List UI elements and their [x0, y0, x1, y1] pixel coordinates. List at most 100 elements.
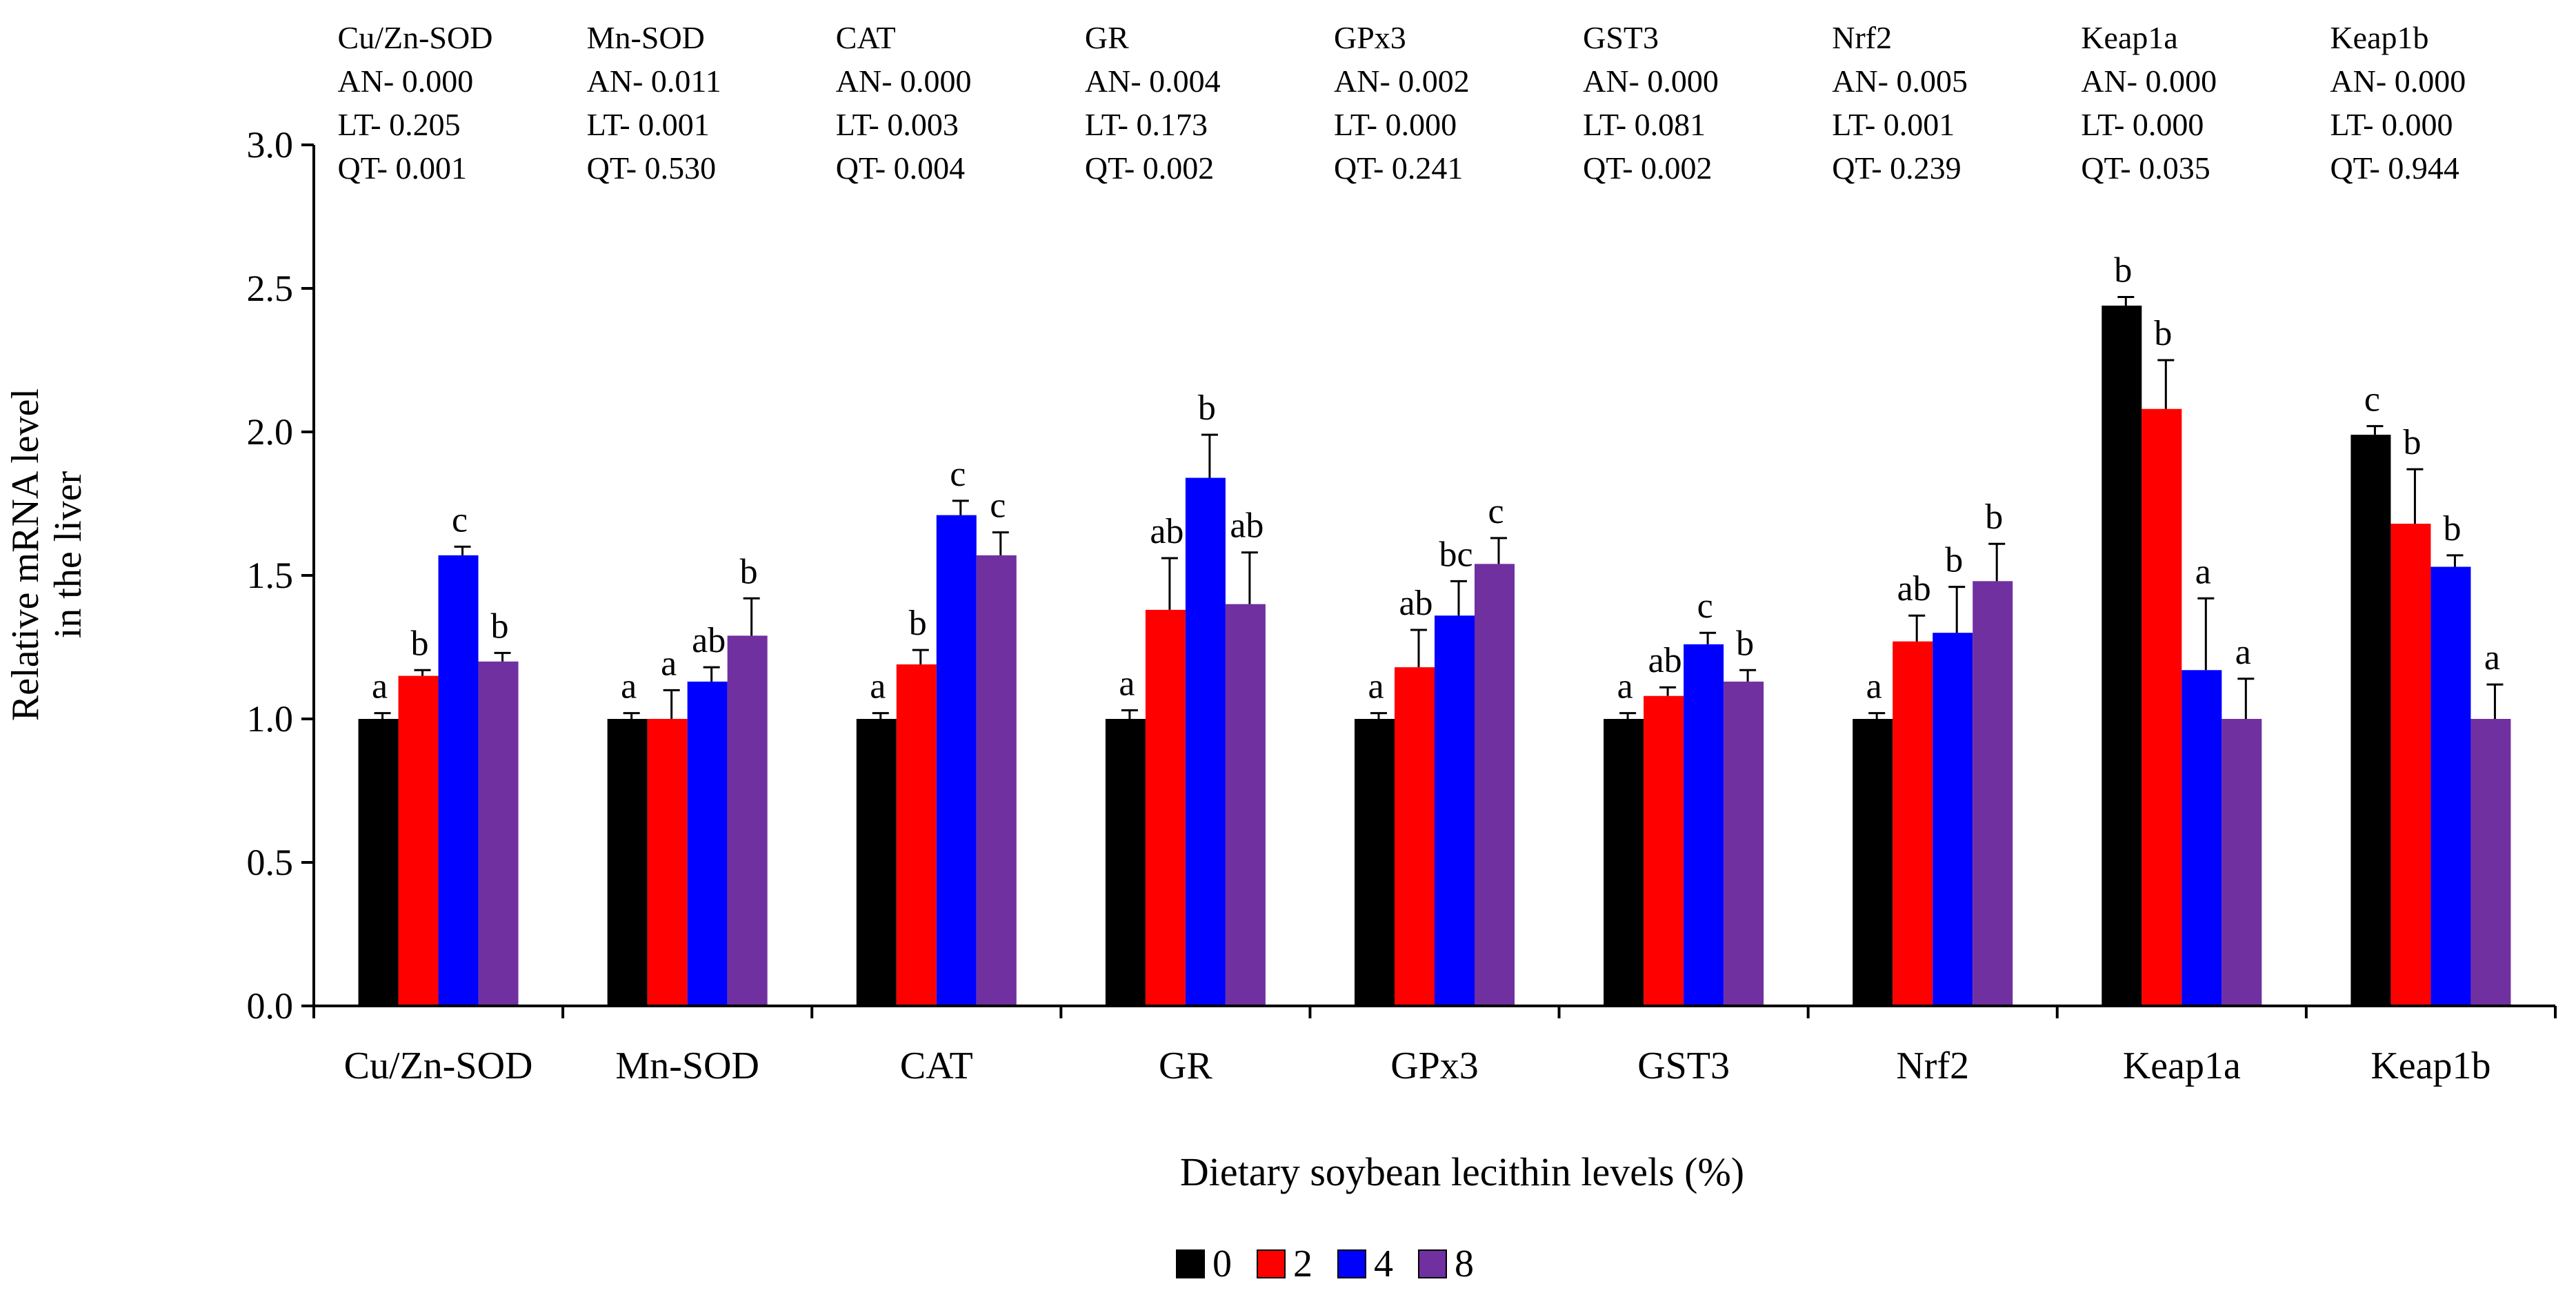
annotation-line: AN- 0.004 — [1085, 63, 1221, 99]
bar — [1853, 719, 1893, 1006]
bar — [976, 555, 1017, 1006]
bar — [1395, 667, 1435, 1006]
legend-swatch — [1176, 1249, 1205, 1278]
significance-letter: b — [1985, 497, 2003, 537]
bar — [1105, 719, 1146, 1006]
bar — [2101, 305, 2142, 1007]
x-tick-label: Keap1b — [2370, 1045, 2490, 1087]
bars: abcbaaabbabccaabbabaabbccaabcbaabbbbbaac… — [358, 250, 2511, 1007]
statistics-annotations: Cu/Zn-SOD AN- 0.000 LT- 0.205 QT- 0.001 Mn-S… — [338, 20, 2466, 186]
annotation-line: QT- 0.241 — [1334, 150, 1463, 186]
significance-letter: b — [2403, 423, 2421, 462]
legend-label: 4 — [1374, 1243, 1393, 1285]
annotation-line: Keap1b — [2330, 20, 2428, 55]
annotation-line: LT- 0.003 — [836, 107, 959, 142]
x-tick-label: Mn-SOD — [615, 1045, 759, 1087]
annotation-line: LT- 0.001 — [1832, 107, 1955, 142]
significance-letter: b — [740, 552, 758, 591]
bar — [1933, 633, 1973, 1006]
y-axis-label: Relative mRNA level — [4, 388, 47, 721]
annotation-line: Cu/Zn-SOD — [338, 20, 493, 55]
annotation-line: GR — [1085, 20, 1129, 55]
significance-letter: b — [411, 624, 429, 663]
annotation-line: LT- 0.000 — [1334, 107, 1457, 142]
annotation-line: QT- 0.004 — [836, 150, 965, 186]
significance-letter: b — [2154, 314, 2172, 353]
significance-letter: b — [909, 604, 927, 643]
significance-letter: bc — [1439, 535, 1472, 574]
annotation-line: AN- 0.000 — [2081, 63, 2217, 99]
significance-letter: ab — [1897, 569, 1931, 609]
annotation-line: Keap1a — [2081, 20, 2177, 55]
y-tick-label: 0.5 — [247, 842, 294, 883]
bar — [1435, 615, 1475, 1006]
annotation-line: AN- 0.000 — [2330, 63, 2466, 99]
bar — [438, 555, 479, 1006]
bar — [1644, 695, 1684, 1006]
bar — [687, 681, 728, 1006]
significance-letter: a — [661, 644, 677, 683]
significance-letter: a — [1119, 664, 1135, 704]
annotation-line: LT- 0.000 — [2330, 107, 2453, 142]
annotation-line: AN- 0.002 — [1334, 63, 1470, 99]
annotation-line: LT- 0.000 — [2081, 107, 2204, 142]
bar — [1475, 564, 1515, 1006]
annotation-line: CAT — [836, 20, 896, 55]
significance-letter: b — [1736, 624, 1754, 663]
legend: 0 2 4 8 — [1176, 1243, 1474, 1285]
significance-letter: ab — [1648, 641, 1682, 680]
significance-letter: a — [1617, 667, 1633, 706]
annotation-line: Mn-SOD — [587, 20, 705, 55]
significance-letter: a — [2195, 552, 2211, 591]
significance-letter: a — [1368, 667, 1384, 706]
annotation-line: AN- 0.000 — [1583, 63, 1719, 99]
legend-label: 8 — [1455, 1243, 1474, 1285]
bar — [856, 719, 897, 1006]
bar — [2141, 408, 2182, 1006]
significance-letter: a — [1866, 667, 1882, 706]
annotation-line: GPx3 — [1334, 20, 1406, 55]
bar — [1604, 719, 1644, 1006]
annotation-line: AN- 0.005 — [1832, 63, 1968, 99]
bar — [2350, 435, 2391, 1006]
y-tick-label: 1.0 — [247, 698, 294, 740]
x-tick-label: GR — [1159, 1045, 1212, 1087]
significance-letter: ab — [1230, 506, 1264, 546]
significance-letter: a — [870, 667, 886, 706]
bar — [1684, 644, 1724, 1006]
x-axis-label: Dietary soybean lecithin levels (%) — [1180, 1149, 1744, 1194]
significance-letter: b — [2443, 509, 2461, 548]
x-tick-label: GPx3 — [1390, 1045, 1479, 1087]
annotation-line: GST3 — [1583, 20, 1659, 55]
bar — [2390, 524, 2431, 1006]
significance-letter: ab — [692, 621, 726, 660]
annotation-line: Nrf2 — [1832, 20, 1892, 55]
bar — [478, 661, 519, 1006]
bar — [1355, 719, 1395, 1006]
significance-letter: b — [2114, 250, 2132, 290]
annotation-line: AN- 0.000 — [338, 63, 474, 99]
annotation-line: AN- 0.011 — [587, 63, 721, 99]
significance-letter: ab — [1399, 584, 1432, 623]
annotation-line: QT- 0.530 — [587, 150, 716, 186]
bar — [1724, 681, 1764, 1006]
y-tick-label: 1.5 — [247, 555, 294, 596]
bar — [2221, 719, 2262, 1006]
bar — [1893, 641, 1933, 1006]
annotation-line: QT- 0.239 — [1832, 150, 1961, 186]
significance-letter: c — [1488, 492, 1504, 531]
x-tick-label: Cu/Zn-SOD — [344, 1045, 533, 1087]
annotation-line: AN- 0.000 — [836, 63, 972, 99]
bar — [607, 719, 648, 1006]
y-tick-label: 3.0 — [247, 124, 294, 166]
bar — [936, 515, 977, 1006]
significance-letter: b — [1945, 541, 1963, 580]
significance-letter: c — [990, 486, 1006, 526]
annotation-line: QT- 0.001 — [338, 150, 467, 186]
bar — [2430, 566, 2471, 1006]
x-axis: Cu/Zn-SOD Mn-SOD CAT GR GPx3 GST3 Nrf2 Keap1a Ke… — [312, 1005, 2557, 1087]
y-tick-label: 0.0 — [247, 985, 294, 1027]
annotation-line: QT- 0.035 — [2081, 150, 2210, 186]
y-axis: 0.0 0.5 1.0 1.5 2.0 2.5 3.0 — [247, 124, 315, 1027]
